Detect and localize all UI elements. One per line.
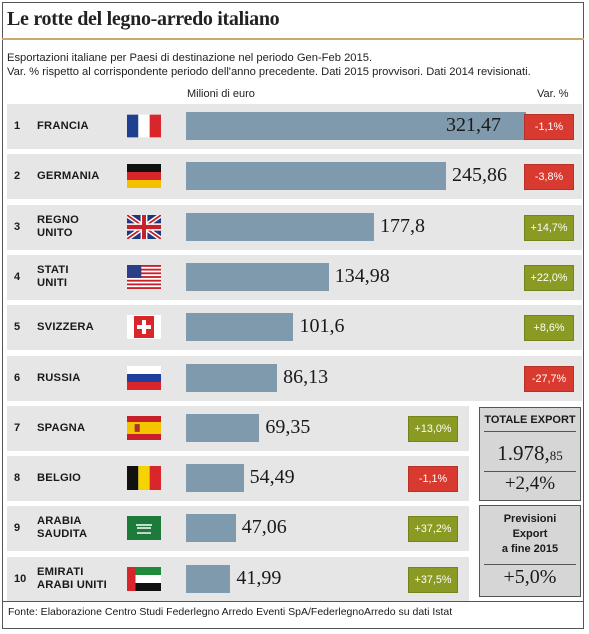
country-label: RUSSIA	[37, 371, 81, 384]
germany-flag-icon	[127, 164, 161, 189]
bar	[186, 112, 526, 140]
country-label: ARABIA SAUDITA	[37, 515, 88, 541]
country-label: FRANCIA	[37, 120, 89, 132]
table-row: 6 RUSSIA 86,13 -27,7%	[7, 355, 582, 401]
country-label: STATI UNITI	[37, 263, 69, 289]
rank-label: 1	[14, 120, 21, 132]
table-row: 9 ARABIA SAUDITA 47,06 +37,2%	[7, 506, 469, 552]
forecast-value: +5,0%	[503, 566, 557, 588]
bar	[186, 564, 231, 593]
value-label: 41,99	[236, 566, 282, 589]
value-label: 321,47	[446, 114, 501, 136]
total-export-divider	[484, 471, 576, 472]
table-row: 1 FRANCIA 321,47 -1,1%	[7, 104, 582, 149]
total-export-value: 1.978,85	[480, 441, 580, 466]
france-flag-icon	[127, 114, 161, 138]
bar	[186, 262, 329, 291]
rank-label: 8	[14, 472, 21, 485]
var-badge: -3,8%	[524, 164, 574, 191]
forecast-label: Previsioni Export a fine 2015	[501, 513, 559, 555]
table-row: 5 SVIZZERA 101,6 +8,6%	[7, 305, 582, 351]
switzerland-flag-icon	[127, 315, 161, 340]
value-label: 86,13	[283, 365, 329, 388]
value-label: 69,35	[265, 415, 311, 438]
total-export-var: +2,4%	[504, 473, 556, 494]
forecast-box: Previsioni Export a fine 2015 +5,0%	[479, 505, 581, 597]
value-label: 245,86	[452, 164, 508, 187]
total-export-value-decimals: 85	[549, 448, 563, 463]
infographic-frame	[2, 2, 584, 629]
rank-label: 7	[14, 421, 21, 434]
rank-label: 9	[14, 522, 21, 535]
chart-title: Le rotte del legno-arredo italiano	[7, 8, 280, 30]
var-badge: -27,7%	[524, 365, 574, 392]
var-badge: +37,5%	[408, 566, 458, 593]
value-label: 47,06	[241, 516, 287, 539]
table-row: 10 EMIRATI ARABI UNITI 41,99 +37,5%	[7, 556, 469, 602]
rank-label: 10	[14, 572, 27, 585]
country-label: EMIRATI ARABI UNITI	[37, 565, 107, 591]
forecast-divider	[484, 564, 576, 565]
table-row: 2 GERMANIA 245,86 -3,8%	[7, 154, 582, 200]
country-label: BELGIO	[37, 472, 82, 485]
source-note: Fonte: Elaborazione Centro Studi Federle…	[3, 601, 583, 625]
var-badge: +22,0%	[524, 264, 574, 291]
value-label: 101,6	[299, 315, 345, 338]
total-export-value-main: 1.978,	[497, 441, 550, 465]
value-label: 177,8	[380, 214, 426, 237]
country-label: SPAGNA	[37, 421, 86, 434]
bar	[186, 363, 278, 392]
rank-label: 4	[14, 270, 21, 283]
spain-flag-icon	[127, 415, 161, 440]
var-badge: +37,2%	[408, 516, 458, 543]
usa-flag-icon	[127, 264, 161, 289]
total-export-label: TOTALE EXPORT	[484, 414, 576, 432]
table-row: 3 REGNO UNITO 177,8 +14,7%	[7, 204, 582, 250]
var-column-label: Var. %	[537, 88, 569, 100]
table-row: 4 STATI UNITI 134,98 +22,0%	[7, 254, 582, 300]
unit-label: Milioni di euro	[187, 88, 255, 100]
rank-label: 5	[14, 321, 21, 334]
rank-label: 2	[14, 170, 21, 183]
uae-flag-icon	[127, 566, 161, 591]
var-badge: +14,7%	[524, 214, 574, 241]
bar	[186, 162, 447, 191]
chart-subtitle: Esportazioni italiane per Paesi di desti…	[7, 51, 582, 79]
var-badge: +13,0%	[408, 415, 458, 442]
country-label: GERMANIA	[37, 170, 100, 183]
var-badge: -1,1%	[408, 466, 458, 493]
rank-label: 3	[14, 220, 21, 233]
total-export-box: TOTALE EXPORT 1.978,85 +2,4%	[479, 407, 581, 501]
subtitle-line-1: Esportazioni italiane per Paesi di desti…	[7, 52, 373, 64]
country-label: SVIZZERA	[37, 321, 94, 334]
belgium-flag-icon	[127, 466, 161, 491]
saudi-flag-icon	[127, 516, 161, 541]
russia-flag-icon	[127, 365, 161, 390]
subtitle-line-2: Var. % rispetto al corrispondente period…	[7, 66, 531, 78]
var-badge: -1,1%	[524, 114, 574, 140]
country-label: REGNO UNITO	[37, 213, 80, 239]
table-row: 7 SPAGNA 69,35 +13,0%	[7, 405, 469, 451]
bar	[186, 413, 260, 442]
rank-label: 6	[14, 371, 21, 384]
value-label: 54,49	[249, 466, 295, 489]
bar	[186, 514, 236, 543]
table-row: 8 BELGIO 54,49 -1,1%	[7, 456, 469, 502]
bar	[186, 212, 375, 241]
bar	[186, 313, 294, 342]
var-badge: +8,6%	[524, 315, 574, 342]
uk-flag-icon	[125, 212, 163, 241]
bar	[186, 464, 244, 493]
value-label: 134,98	[334, 264, 390, 287]
title-rule	[2, 38, 584, 40]
